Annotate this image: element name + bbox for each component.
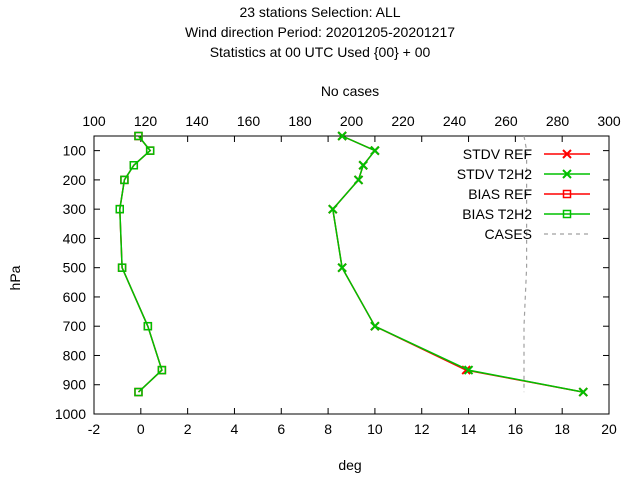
data-point-stdv-t2h2 (370, 321, 380, 331)
data-point-stdv-t2h2 (463, 365, 474, 375)
legend-label-stdv-ref: STDV REF (463, 146, 532, 162)
legend-label-stdv-t2h2: STDV T2H2 (457, 166, 532, 182)
y-tick-label: 1000 (55, 406, 86, 422)
x-tick-label: 18 (554, 421, 570, 437)
x-tick-label: 14 (461, 421, 477, 437)
legend-label-cases: CASES (485, 226, 532, 242)
data-point-stdv-t2h2 (370, 145, 380, 156)
title-line-1: 23 stations Selection: ALL (239, 4, 401, 20)
legend-item-bias-ref: BIAS REF (468, 186, 590, 202)
y-tick-label: 700 (63, 318, 87, 334)
data-point-stdv-t2h2 (358, 160, 368, 170)
x-tick-label: 12 (414, 421, 430, 437)
legend-label-bias-ref: BIAS REF (468, 186, 532, 202)
y-tick-label: 400 (63, 230, 87, 246)
data-point-bias-t2h2 (117, 263, 127, 272)
legend-marker-stdv-ref (562, 149, 572, 159)
data-point-stdv-t2h2 (337, 262, 347, 273)
data-point-bias-t2h2 (129, 161, 139, 170)
x2-tick-label: 140 (185, 113, 209, 129)
data-point-bias-t2h2 (134, 131, 143, 141)
y-tick-label: 100 (63, 143, 87, 159)
data-point-bias-t2h2 (143, 321, 153, 331)
series-line-bias-t2h2 (119, 135, 163, 393)
x2-tick-label: 160 (237, 113, 261, 129)
data-point-bias-t2h2 (157, 365, 167, 375)
data-point-stdv-t2h2 (578, 387, 588, 397)
series-lines (115, 131, 588, 397)
x2-tick-label: 180 (288, 113, 312, 129)
data-point-bias-t2h2 (145, 146, 155, 155)
x2-tick-label: 100 (82, 113, 106, 129)
data-point-bias-t2h2 (134, 387, 143, 397)
x-tick-label: -2 (88, 421, 101, 437)
y-tick-label: 500 (63, 260, 87, 276)
x-tick-label: 6 (277, 421, 285, 437)
x-tick-label: 16 (508, 421, 524, 437)
x-tick-label: 20 (601, 421, 617, 437)
legend-marker-bias-ref (562, 189, 572, 199)
data-point-stdv-t2h2 (328, 204, 338, 214)
x-axis-label: deg (338, 457, 361, 473)
data-point-bias-t2h2 (115, 204, 124, 214)
x2-tick-label: 280 (546, 113, 570, 129)
series-stdv-t2h2 (328, 131, 588, 397)
x-tick-label: 0 (137, 421, 145, 437)
axes: -2 0 2 4 6 8 10 12 14 16 18 20 100 120 140 160 180 200 220… (55, 113, 621, 437)
legend-item-bias-t2h2: BIAS T2H2 (462, 206, 590, 222)
x2-tick-label: 200 (340, 113, 364, 129)
title-line-2: Wind direction Period: 20201205-20201217 (184, 24, 456, 40)
y-tick-label: 200 (63, 172, 87, 188)
x2-tick-label: 300 (597, 113, 621, 129)
x2-axis-label: No cases (321, 83, 379, 99)
legend-marker-bias-t2h2 (562, 209, 572, 219)
x-tick-label: 4 (231, 421, 239, 437)
x-tick-label: 10 (367, 421, 383, 437)
legend-label-bias-t2h2: BIAS T2H2 (462, 206, 532, 222)
series-bias-t2h2 (115, 131, 167, 397)
x2-tick-label: 120 (134, 113, 158, 129)
legend-item-stdv-t2h2: STDV T2H2 (457, 166, 590, 182)
y-axis-label: hPa (7, 265, 23, 290)
x2-tick-label: 240 (443, 113, 467, 129)
x-tick-label: 8 (324, 421, 332, 437)
x-tick-label: 2 (184, 421, 192, 437)
data-point-stdv-t2h2 (337, 131, 347, 141)
y-tick-label: 600 (63, 289, 87, 305)
x2-tick-label: 260 (494, 113, 518, 129)
x2-tick-label: 220 (391, 113, 415, 129)
y-tick-label: 900 (63, 377, 87, 393)
legend-item-stdv-ref: STDV REF (463, 146, 590, 162)
data-point-bias-t2h2 (120, 175, 129, 185)
title-line-3: Statistics at 00 UTC Used {00} + 00 (209, 44, 431, 60)
legend-marker-stdv-t2h2 (562, 169, 572, 179)
y-tick-label: 300 (63, 201, 87, 217)
y-tick-label: 800 (63, 347, 87, 363)
chart-title: 23 stations Selection: ALL Wind directio… (0, 0, 640, 62)
series-cases (523, 135, 528, 393)
series-line-cases (523, 135, 528, 393)
legend: STDV REF STDV T2H2 BIAS REF BIAS T2H2 CASES (457, 146, 590, 242)
legend-item-cases: CASES (485, 226, 590, 242)
data-point-stdv-t2h2 (353, 175, 364, 185)
plot-border (93, 135, 610, 415)
